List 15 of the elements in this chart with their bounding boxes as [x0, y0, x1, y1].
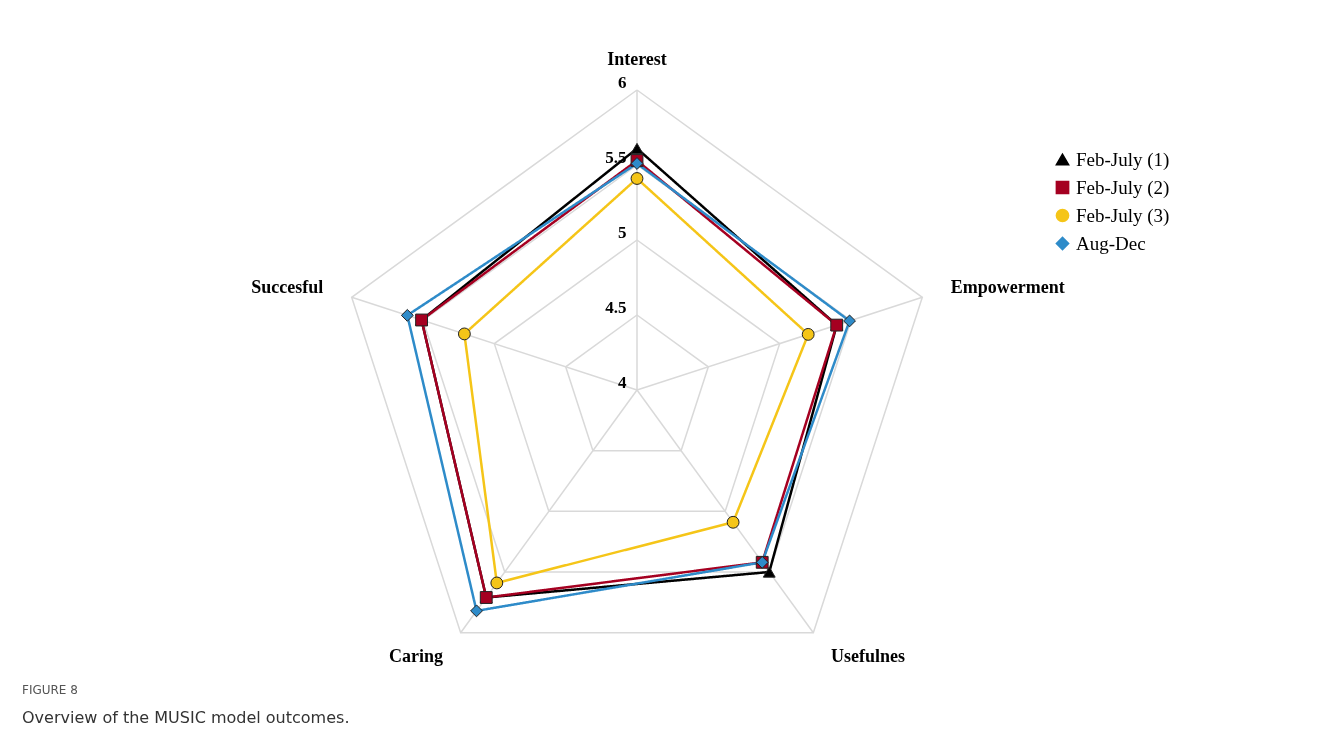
legend-label: Feb-July (2): [1076, 176, 1170, 199]
spoke-label: Empowerment: [950, 277, 1065, 298]
spoke-label: Succesful: [251, 277, 324, 298]
text: Overview of the MUSIC model outcomes.: [22, 708, 350, 727]
spoke-label: Caring: [389, 645, 444, 666]
legend-label: Aug-Dec: [1076, 232, 1146, 254]
y-tick-label: 5: [618, 222, 627, 242]
spoke-label: Usefulnes: [830, 645, 905, 666]
caption: FIGURE 8: [22, 683, 78, 697]
y-tick-label: 6: [618, 72, 627, 92]
y-tick-label: 4: [618, 372, 627, 392]
y-tick-label: 4.5: [605, 297, 627, 317]
spoke-label: Interest: [607, 49, 667, 69]
legend-label: Feb-July (1): [1076, 148, 1170, 171]
legend-label: Feb-July (3): [1076, 204, 1170, 227]
